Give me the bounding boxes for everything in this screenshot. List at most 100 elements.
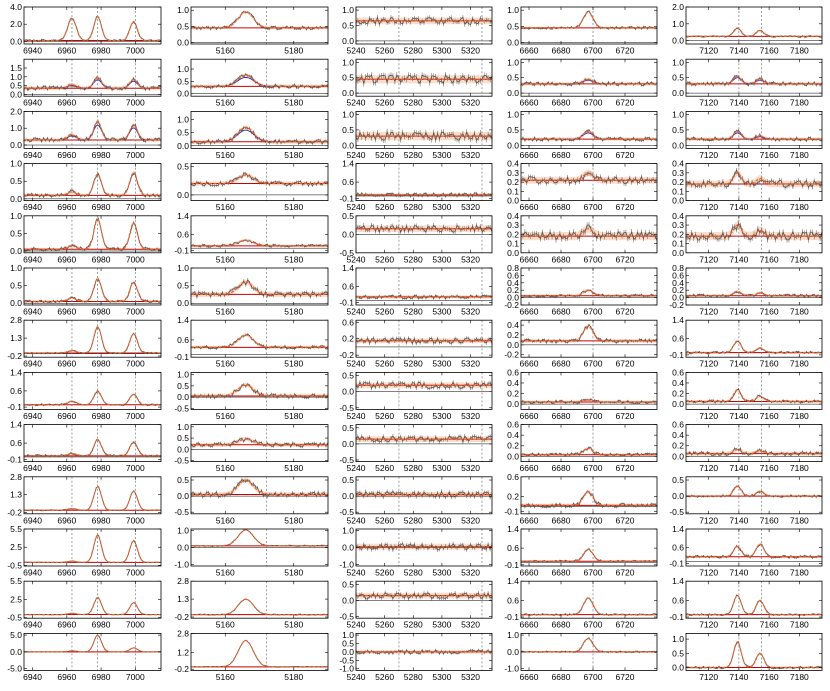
x-tick-label-r1c5-3: 7160 xyxy=(760,46,779,56)
x-tick-label-r6c5-1: 7120 xyxy=(699,307,718,317)
data-points-r3c5 xyxy=(685,129,823,143)
x-tick-label-r5c5-2: 7140 xyxy=(729,254,748,264)
model-band-r9c1 xyxy=(24,438,161,457)
y-tick-label-r5c4-2: 0.1 xyxy=(507,239,519,249)
x-tick-label-r12c4-4: 6720 xyxy=(616,620,635,630)
y-tick-label-r5c3-2: 0.0 xyxy=(342,229,354,239)
x-tick-label-r6c3-2: 5260 xyxy=(375,307,394,317)
x-tick-label-r10c1-1: 6940 xyxy=(23,515,42,525)
x-tick-label-r12c3-1: 5240 xyxy=(347,620,366,630)
panel-frame-r11c1 xyxy=(23,528,162,567)
model-band-r10c2 xyxy=(191,477,328,497)
x-tick-label-r5c5-4: 7180 xyxy=(790,254,809,264)
model-line-r2c4 xyxy=(521,78,657,85)
x-tick-label-r3c5-2: 7140 xyxy=(729,150,748,160)
y-tick-label-r6c1-1: 0.0 xyxy=(10,298,22,308)
data-points-r12c1 xyxy=(23,597,162,616)
x-tick-label-r1c4-2: 6680 xyxy=(552,46,571,56)
x-tick-label-r2c1-2: 6960 xyxy=(57,98,76,108)
panel-frame-r6c1 xyxy=(23,267,162,306)
y-tick-label-r6c4-2: 0.0 xyxy=(507,293,519,303)
x-tick-label-r12c5-2: 7140 xyxy=(729,620,748,630)
x-tick-label-r2c4-4: 6720 xyxy=(616,98,635,108)
x-tick-label-r13c2-2: 5180 xyxy=(284,672,303,682)
model-line-r3c1 xyxy=(24,120,161,141)
x-tick-label-r13c1-4: 7000 xyxy=(126,672,145,682)
model-band-r5c1 xyxy=(24,218,161,251)
panel-frame-r7c2 xyxy=(190,319,329,358)
y-tick-label-r2c1-4: 1.5 xyxy=(10,63,22,73)
y-tick-label-r8c2-2: 0.0 xyxy=(177,392,189,402)
y-tick-label-r2c5-1: 0.0 xyxy=(672,88,684,98)
y-tick-label-r12c2-1: -0.2 xyxy=(174,612,189,622)
x-tick-label-r9c4-1: 6660 xyxy=(520,463,539,473)
y-tick-label-r1c4-2: 0.5 xyxy=(507,21,519,31)
x-tick-label-r13c5-2: 7140 xyxy=(729,672,748,682)
panel-frame-r9c2 xyxy=(190,424,329,463)
model-line-r8c1 xyxy=(24,390,161,406)
y-tick-label-r6c4-3: 0.2 xyxy=(507,285,519,295)
x-tick-label-r8c1-3: 6980 xyxy=(92,411,111,421)
y-tick-label-r2c3-3: 1.0 xyxy=(342,57,354,67)
y-tick-label-r1c5-1: 0.0 xyxy=(672,36,684,46)
y-tick-label-r2c2-1: 0.0 xyxy=(177,89,189,99)
x-tick-label-r8c1-4: 7000 xyxy=(126,411,145,421)
x-tick-label-r1c1-4: 7000 xyxy=(126,46,145,56)
y-tick-label-r7c2-1: -0.1 xyxy=(174,352,189,362)
x-tick-label-r10c1-2: 6960 xyxy=(57,515,76,525)
y-tick-label-r11c3-3: 1.0 xyxy=(342,526,354,536)
y-tick-label-r13c2-3: 2.8 xyxy=(177,628,189,638)
x-tick-label-r12c4-1: 6660 xyxy=(520,620,539,630)
x-tick-label-r5c3-3: 5280 xyxy=(404,254,423,264)
x-tick-label-r2c3-2: 5260 xyxy=(375,98,394,108)
x-tick-label-r12c1-4: 7000 xyxy=(126,620,145,630)
x-tick-label-r2c3-1: 5240 xyxy=(347,98,366,108)
x-tick-label-r2c4-3: 6700 xyxy=(584,98,603,108)
y-tick-label-r12c4-3: 1.4 xyxy=(507,576,519,586)
x-tick-label-r8c3-3: 5280 xyxy=(404,411,423,421)
x-tick-label-r4c4-2: 6680 xyxy=(552,202,571,212)
model-line-r10c1 xyxy=(24,485,161,511)
panel-frame-r7c4 xyxy=(520,319,658,358)
x-tick-label-r7c5-1: 7120 xyxy=(699,359,718,369)
model-band-r8c1 xyxy=(24,390,161,406)
panel-frame-r6c3 xyxy=(355,267,493,306)
y-tick-label-r6c5-2: 0.0 xyxy=(672,293,684,303)
x-tick-label-r4c3-2: 5260 xyxy=(375,202,394,212)
y-tick-label-r4c4-5: 0.4 xyxy=(507,159,519,169)
y-tick-label-r8c1-1: -0.1 xyxy=(7,402,22,412)
y-tick-label-r11c3-1: -1.0 xyxy=(339,559,354,569)
model-band-r1c2 xyxy=(191,10,328,30)
model-band-r11c5 xyxy=(686,542,822,558)
panel-frame-r10c4 xyxy=(520,476,658,515)
y-tick-label-r10c2-2: 0.0 xyxy=(177,491,189,501)
y-tick-label-r1c1-3: 4.0 xyxy=(10,2,22,12)
panel-frame-r9c4 xyxy=(520,424,658,463)
y-tick-label-r8c4-4: 0.6 xyxy=(507,367,519,377)
model-band-r7c4 xyxy=(521,324,657,343)
panel-frame-r2c1 xyxy=(23,58,162,97)
x-tick-label-r4c3-4: 5300 xyxy=(432,202,451,212)
data-points-r12c5 xyxy=(685,594,823,617)
y-tick-label-r13c3-1: -1.0 xyxy=(339,664,354,674)
y-tick-label-r4c5-1: 0.0 xyxy=(672,196,684,206)
y-tick-label-r8c2-1: -0.5 xyxy=(174,403,189,413)
x-tick-label-r7c3-4: 5300 xyxy=(432,359,451,369)
panel-frame-r12c2 xyxy=(190,580,329,619)
x-tick-label-r13c2-1: 5160 xyxy=(216,672,235,682)
x-tick-label-r12c1-1: 6940 xyxy=(23,620,42,630)
y-tick-label-r5c2-2: 0.6 xyxy=(177,229,189,239)
x-tick-label-r6c3-5: 5320 xyxy=(461,307,480,317)
y-tick-label-r13c3-4: 0.5 xyxy=(342,638,354,648)
y-tick-label-r2c5-2: 0.5 xyxy=(672,73,684,83)
y-tick-label-r11c4-1: -0.1 xyxy=(504,560,519,570)
y-tick-label-r2c1-3: 1.0 xyxy=(10,72,22,82)
y-tick-label-r12c3-3: 0.5 xyxy=(342,579,354,589)
x-tick-label-r7c4-1: 6660 xyxy=(520,359,539,369)
x-tick-label-r12c2-1: 5160 xyxy=(216,620,235,630)
y-tick-label-r7c4-3: 0.2 xyxy=(507,330,519,340)
x-tick-label-r13c5-3: 7160 xyxy=(760,672,779,682)
y-tick-label-r7c4-1: -0.2 xyxy=(504,350,519,360)
y-tick-label-r5c4-3: 0.2 xyxy=(507,229,519,239)
x-tick-label-r1c2-2: 5180 xyxy=(284,46,303,56)
